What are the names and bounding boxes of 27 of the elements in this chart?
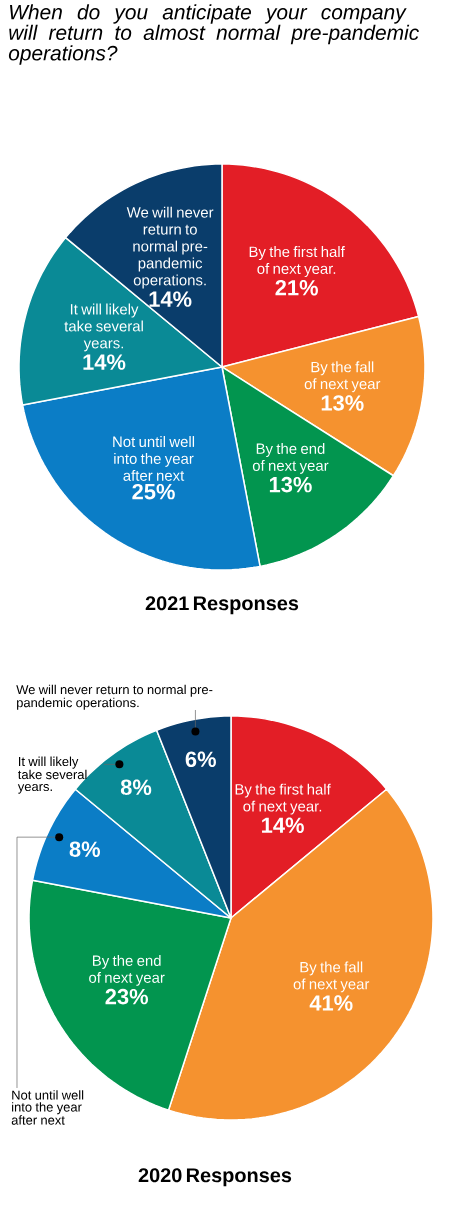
slice-label: It will likely take several years. — [17, 756, 87, 794]
data-label: 8% — [69, 841, 101, 857]
data-label: 6% — [185, 751, 216, 768]
slice-label: It will likely take several years. — [64, 303, 143, 352]
data-label: 13% — [321, 395, 364, 411]
slice-label: By the fall of next year — [304, 361, 381, 393]
data-label: 14% — [149, 291, 192, 307]
slice-label: By the first half of next year. — [249, 246, 345, 277]
slice-label: Not until well into the year after next — [113, 436, 195, 481]
slice-label: By the fall of next year — [293, 961, 370, 993]
chart-title: When do you anticipate your company will return to almost normal pre-pandemic operations? — [8, 4, 419, 65]
slice-label: By the end of next year — [252, 443, 329, 474]
slice-label: Not until well into the year after next — [11, 1090, 84, 1125]
data-label: 25% — [132, 483, 175, 500]
text: 2021 Responses — [145, 596, 299, 615]
data-label: 41% — [309, 995, 353, 1011]
slice-label: By the first half of next year. — [235, 783, 331, 815]
text: 2020 Responses — [138, 1168, 292, 1187]
data-label: 14% — [83, 354, 126, 370]
slice-label: We will never return to normal pre-pandemic operations. — [126, 206, 214, 289]
slice-label: We will never return to normal pre-pandemic operations. — [16, 684, 213, 710]
data-label: 23% — [105, 988, 149, 1005]
data-label: 8% — [120, 779, 152, 796]
data-label: 14% — [262, 817, 304, 833]
slice-label: By the end of next year — [89, 954, 165, 986]
data-label: 13% — [269, 476, 312, 493]
data-label: 21% — [275, 279, 318, 296]
